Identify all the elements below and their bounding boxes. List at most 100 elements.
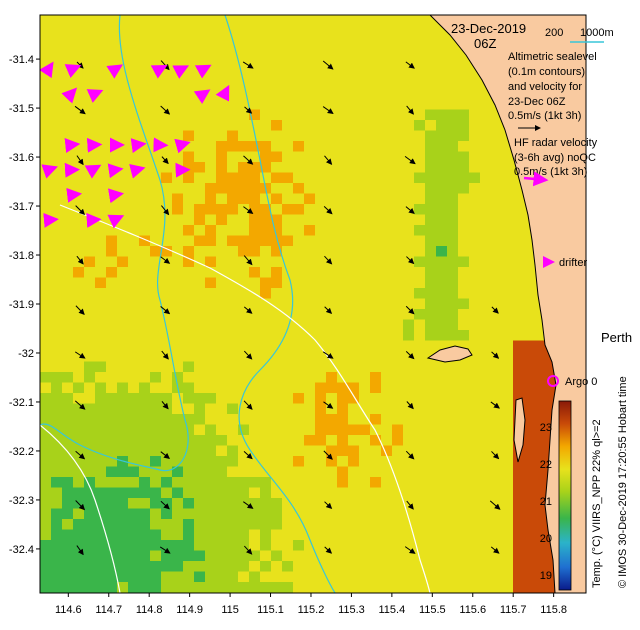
sst-cell <box>469 99 481 110</box>
sst-cell <box>469 403 481 415</box>
sst-cell <box>359 445 371 457</box>
sst-cell <box>95 319 107 331</box>
sst-cell <box>359 36 371 47</box>
sst-cell <box>139 67 151 79</box>
sst-cell <box>95 403 107 415</box>
sst-cell <box>106 235 118 247</box>
sst-cell <box>95 193 107 205</box>
sst-cell <box>480 193 492 205</box>
sst-cell <box>238 403 250 415</box>
sst-cell <box>84 414 96 425</box>
sst-cell <box>293 456 305 467</box>
sst-cell <box>161 162 173 173</box>
sst-cell <box>216 487 228 499</box>
sst-cell <box>172 592 184 593</box>
sst-cell <box>337 414 349 425</box>
sst-cell <box>469 109 481 121</box>
sst-cell <box>51 519 63 530</box>
sst-cell <box>117 15 129 26</box>
sst-cell <box>106 172 118 184</box>
sst-cell <box>139 372 151 383</box>
sst-cell <box>282 414 294 425</box>
sst-cell <box>304 456 316 467</box>
sst-cell <box>359 393 371 404</box>
hf-radar-vector <box>66 187 83 203</box>
sst-cell <box>139 15 151 26</box>
sst-cell <box>370 487 382 499</box>
sst-cell <box>260 319 272 331</box>
sst-cell <box>524 456 536 467</box>
sst-cell <box>282 88 294 100</box>
sst-cell <box>326 382 338 394</box>
sst-cell <box>150 88 162 100</box>
sst-cell <box>282 246 294 257</box>
sst-cell <box>84 508 96 520</box>
sst-cell <box>128 183 140 194</box>
altimetry-vector <box>324 155 333 165</box>
sst-cell <box>150 319 162 331</box>
sst-cell <box>249 508 261 520</box>
sst-cell <box>447 403 459 415</box>
sst-cell <box>370 99 382 110</box>
sst-cell <box>205 487 217 499</box>
sst-cell <box>425 246 437 257</box>
sst-cell <box>249 361 261 373</box>
sst-cell <box>51 508 63 520</box>
sst-cell <box>491 151 503 163</box>
altimetry-vector <box>323 205 333 215</box>
sst-cell <box>359 508 371 520</box>
sst-cell <box>502 193 514 205</box>
sst-cell <box>337 193 349 205</box>
sst-cell <box>84 456 96 467</box>
sst-cell <box>271 246 283 257</box>
sst-cell <box>172 445 184 457</box>
sst-cell <box>392 330 404 341</box>
sst-cell <box>282 36 294 47</box>
sst-cell <box>150 445 162 457</box>
sst-cell <box>51 36 63 47</box>
sst-cell <box>227 15 239 26</box>
sst-cell <box>469 151 481 163</box>
y-tick-label: -32.4 <box>9 544 34 556</box>
argo-marker <box>547 375 559 387</box>
sst-cell <box>271 582 283 593</box>
sst-cell <box>480 256 492 268</box>
sst-cell <box>117 498 129 509</box>
sst-cell <box>73 477 85 488</box>
sst-cell <box>293 361 305 373</box>
sst-cell <box>469 477 481 488</box>
sst-cell <box>337 172 349 184</box>
sst-cell <box>183 256 195 268</box>
sst-cell <box>84 141 96 152</box>
sst-cell <box>381 36 393 47</box>
sst-cell <box>359 109 371 121</box>
sst-cell <box>513 498 525 509</box>
sst-cell <box>293 498 305 509</box>
sst-cell <box>480 477 492 488</box>
sst-cell <box>381 508 393 520</box>
sst-cell <box>535 424 547 436</box>
sst-cell <box>205 193 217 205</box>
sst-cell <box>62 435 74 446</box>
sst-cell <box>392 172 404 184</box>
sst-cell <box>95 109 107 121</box>
sst-cell <box>73 267 85 278</box>
sst-cell <box>216 424 228 436</box>
sst-cell <box>150 15 162 26</box>
sst-cell <box>447 561 459 572</box>
sst-cell <box>216 109 228 121</box>
sst-cell <box>447 214 459 226</box>
sst-cell <box>381 15 393 26</box>
sst-cell <box>227 277 239 289</box>
sst-cell <box>293 529 305 541</box>
sst-cell <box>348 330 360 341</box>
sst-cell <box>194 477 206 488</box>
sst-cell <box>62 235 74 247</box>
sst-cell <box>183 550 195 562</box>
sst-cell <box>348 151 360 163</box>
sst-cell <box>271 151 283 163</box>
sst-cell <box>95 172 107 184</box>
sst-cell <box>315 246 327 257</box>
sst-cell <box>348 550 360 562</box>
sst-cell <box>271 435 283 446</box>
